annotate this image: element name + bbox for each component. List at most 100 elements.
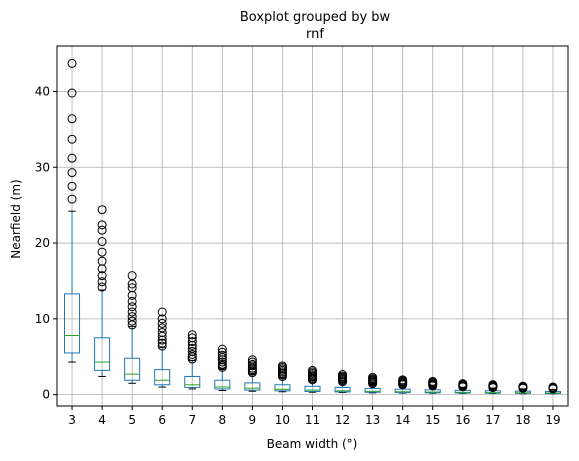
box-group-4 (94, 205, 111, 377)
outlier-point (97, 205, 107, 215)
outlier-point (97, 271, 107, 281)
iqr-box (334, 386, 351, 393)
iqr-box (304, 385, 321, 392)
iqr-box (244, 382, 261, 391)
outlier-point (97, 225, 107, 235)
outlier-point (97, 220, 107, 230)
x-tick-label: 7 (188, 413, 196, 427)
outlier-point (67, 153, 77, 163)
box-group-10 (274, 361, 291, 393)
grid-layer (57, 46, 568, 406)
x-axis-label: Beam width (°) (267, 437, 358, 451)
outlier-point (247, 355, 257, 365)
y-tick-label: 40 (35, 84, 50, 98)
outlier-point (187, 343, 197, 353)
y-tick-label: 30 (35, 160, 50, 174)
outlier-point (157, 314, 167, 324)
outlier-point (157, 323, 167, 333)
box-group-19 (544, 382, 561, 395)
outlier-point (67, 181, 77, 191)
outlier-point (157, 341, 167, 351)
x-tick-label: 11 (305, 413, 320, 427)
outlier-point (157, 338, 167, 348)
box-group-18 (514, 381, 531, 395)
x-tick-label: 13 (365, 413, 380, 427)
outlier-point (187, 349, 197, 359)
iqr-box (94, 337, 111, 371)
box-group-6 (154, 307, 171, 388)
outlier-point (488, 380, 498, 390)
outlier-point (217, 350, 227, 360)
outlier-point (67, 114, 77, 124)
box-group-13 (364, 372, 381, 394)
x-tick-label: 4 (98, 413, 106, 427)
outlier-point (398, 375, 408, 385)
box-group-7 (184, 330, 201, 390)
chart-subtitle: rnf (306, 27, 324, 42)
outlier-point (67, 194, 77, 204)
iqr-box (184, 375, 201, 388)
outlier-point (67, 88, 77, 98)
outlier-point (127, 283, 137, 293)
y-tick-label: 10 (35, 312, 50, 326)
y-tick-label: 0 (42, 388, 50, 402)
x-tick-label: 15 (425, 413, 440, 427)
x-tick-label: 8 (219, 413, 227, 427)
box-group-14 (394, 375, 411, 394)
outlier-point (127, 316, 137, 326)
outlier-point (217, 359, 227, 369)
x-tick-label: 3 (68, 413, 76, 427)
axes-layer: 0 10 20 30 40 3 4 5 6 7 8 9 10 11 12 13 14 15 16 17 18 19 (35, 45, 569, 427)
outlier-point (217, 347, 227, 357)
outlier-point (127, 302, 137, 312)
x-tick-label: 18 (515, 413, 530, 427)
outlier-point (187, 330, 197, 340)
outlier-point (127, 307, 137, 317)
iqr-box (64, 293, 81, 354)
outlier-point (187, 337, 197, 347)
outlier-point (277, 361, 287, 371)
outlier-point (127, 296, 137, 306)
outlier-point (187, 333, 197, 343)
outlier-point (157, 307, 167, 317)
chart-title: Boxplot grouped by bw (240, 10, 391, 25)
outlier-point (247, 359, 257, 369)
box-group-5 (124, 271, 141, 384)
x-tick-label: 14 (395, 413, 410, 427)
outlier-point (157, 318, 167, 328)
x-tick-label: 17 (485, 413, 500, 427)
outlier-point (97, 277, 107, 287)
x-tick-label: 19 (545, 413, 560, 427)
iqr-box (274, 384, 291, 392)
box-group-16 (454, 379, 471, 394)
x-tick-label: 12 (335, 413, 350, 427)
outlier-point (127, 271, 137, 281)
outlier-point (368, 372, 378, 382)
box-group-8 (214, 344, 231, 391)
iqr-box (154, 369, 171, 386)
x-tick-label: 5 (128, 413, 136, 427)
outlier-point (157, 327, 167, 337)
box-group-11 (304, 365, 321, 393)
iqr-box (364, 387, 381, 393)
y-tick-label: 20 (35, 236, 50, 250)
outlier-point (518, 381, 528, 391)
outlier-point (217, 344, 227, 354)
outlier-point (67, 134, 77, 144)
box-group-17 (484, 380, 501, 394)
x-tick-label: 6 (158, 413, 166, 427)
x-tick-label: 10 (275, 413, 290, 427)
outlier-point (428, 376, 438, 386)
outlier-point (67, 58, 77, 68)
outlier-point (127, 312, 137, 322)
outlier-point (247, 357, 257, 367)
outlier-point (97, 247, 107, 257)
outlier-point (217, 357, 227, 367)
outlier-point (458, 379, 468, 389)
outlier-point (548, 382, 558, 392)
boxes-layer (64, 58, 561, 395)
outlier-point (187, 346, 197, 356)
outlier-point (97, 256, 107, 266)
outlier-point (97, 282, 107, 292)
